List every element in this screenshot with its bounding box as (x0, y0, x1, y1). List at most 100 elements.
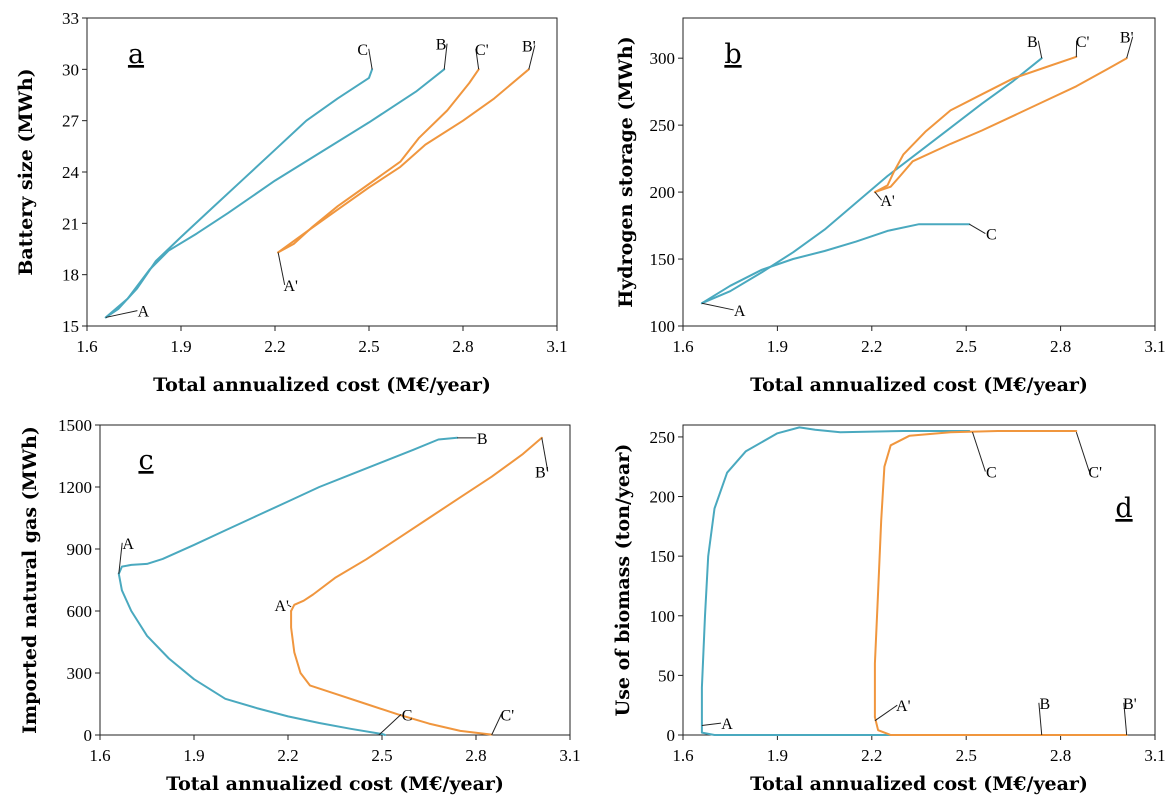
series-line-blue (117, 436, 459, 575)
annotation-leader (118, 542, 123, 574)
point-label: A' (283, 278, 298, 295)
point-label: A (122, 536, 134, 553)
annotation-leader (475, 48, 480, 70)
panel-a: 15 18 21 24 27 30 33 1.6 1.9 2.2 2.5 2.8 3.1 Total an… (15, 9, 568, 396)
x-tick-label: 2.2 (861, 746, 882, 765)
annotation-leader (972, 431, 986, 472)
point-label: A' (880, 193, 895, 210)
y-tick-label: 300 (67, 664, 93, 683)
x-tick-label: 2.8 (1050, 337, 1071, 356)
y-tick-label: 30 (62, 60, 79, 79)
x-axis-label: Total annualized cost (M€/year) (750, 773, 1088, 795)
series-line-blue (700, 722, 1128, 736)
point-label: B' (1120, 30, 1134, 47)
annotation-leader (701, 722, 722, 726)
panel-d: 0 50 100 150 200 250 1.6 1.9 2.2 2.5 2.8 3.1 Total a… (612, 424, 1166, 795)
series-line-orange (873, 716, 1128, 736)
point-label: B' (535, 465, 549, 482)
point-label: C' (1076, 34, 1090, 51)
plot-frame (682, 17, 1156, 327)
x-tick-label: 2.2 (264, 337, 285, 356)
annotation-leader (105, 310, 138, 318)
x-tick-label: 1.9 (183, 746, 204, 765)
x-tick-label: 1.6 (76, 337, 97, 356)
x-tick-label: 2.8 (1050, 746, 1071, 765)
series-line-orange (290, 436, 543, 612)
x-tick-label: 1.9 (767, 337, 788, 356)
y-tick-label: 100 (650, 607, 676, 626)
x-tick-label: 2.2 (861, 337, 882, 356)
y-axis-label: Battery size (MWh) (15, 68, 37, 275)
y-tick-label: 1200 (58, 478, 92, 497)
point-label: C (402, 707, 413, 724)
annotation-leader (491, 714, 502, 736)
series-line-orange (873, 57, 1128, 194)
point-label: B (1040, 696, 1051, 713)
y-tick-label: 21 (62, 214, 79, 233)
point-label: C' (1088, 465, 1102, 482)
point-label: C' (501, 707, 515, 724)
series-line-blue (117, 572, 387, 736)
annotation-leader (277, 252, 286, 286)
x-tick-label: 2.5 (956, 337, 977, 356)
panel-letter: b (724, 39, 741, 70)
series-line-orange (873, 55, 1078, 194)
annotation-leader (1038, 702, 1043, 736)
x-tick-label: 2.8 (452, 337, 473, 356)
y-tick-label: 18 (62, 266, 79, 285)
point-label: C' (475, 42, 489, 59)
panel-letter: d (1115, 493, 1132, 524)
annotation-leader (378, 713, 402, 736)
point-label: A' (275, 598, 290, 615)
y-tick-label: 24 (62, 163, 80, 182)
x-tick-label: 2.5 (956, 746, 977, 765)
x-tick-label: 3.1 (559, 746, 580, 765)
y-axis-label: Hydrogen storage (MWh) (615, 36, 637, 307)
point-label: B (436, 37, 447, 54)
y-tick-label: 27 (62, 112, 80, 131)
annotation-leader (528, 45, 536, 70)
annotation-leader (443, 43, 448, 70)
x-tick-label: 1.9 (170, 337, 191, 356)
y-tick-label: 33 (62, 9, 79, 28)
x-tick-label: 1.9 (767, 746, 788, 765)
panel-letter: a (128, 39, 144, 70)
annotation-leader (1126, 36, 1134, 59)
y-tick-label: 15 (62, 317, 79, 336)
y-tick-label: 100 (650, 317, 676, 336)
point-label: B' (1123, 696, 1137, 713)
point-label: B (1027, 34, 1038, 51)
plot-frame (99, 424, 571, 736)
x-axis-label: Total annualized cost (M€/year) (750, 374, 1088, 396)
annotation-leader (1037, 40, 1043, 59)
annotation-leader (541, 437, 549, 472)
series-line-blue (700, 223, 971, 305)
x-tick-label: 2.5 (371, 746, 392, 765)
y-axis-label: Use of biomass (ton/year) (612, 444, 634, 717)
series-line-blue (700, 426, 971, 725)
x-tick-label: 3.1 (1144, 746, 1165, 765)
x-axis-label: Total annualized cost (M€/year) (166, 773, 504, 795)
point-label: C (986, 227, 997, 244)
y-tick-label: 200 (650, 183, 676, 202)
x-tick-label: 1.6 (672, 746, 693, 765)
y-tick-label: 150 (650, 250, 676, 269)
series-line-blue (700, 57, 1043, 305)
y-tick-label: 50 (658, 666, 675, 685)
series-line-orange (873, 430, 1078, 719)
x-tick-label: 2.2 (277, 746, 298, 765)
plot-frame (682, 424, 1156, 736)
point-label: B' (522, 38, 536, 55)
series-line-orange (290, 610, 493, 736)
plot-frame (86, 17, 558, 327)
annotation-leader (1123, 702, 1128, 736)
annotation-leader (874, 191, 882, 201)
panel-b: 100 150 200 250 300 1.6 1.9 2.2 2.5 2.8 3.1 Total a… (615, 17, 1166, 396)
y-tick-label: 0 (667, 726, 676, 745)
point-label: A (734, 303, 746, 320)
annotation-leader (874, 704, 898, 722)
point-label: A (721, 716, 733, 733)
y-tick-label: 600 (67, 602, 93, 621)
point-label: C (357, 42, 368, 59)
